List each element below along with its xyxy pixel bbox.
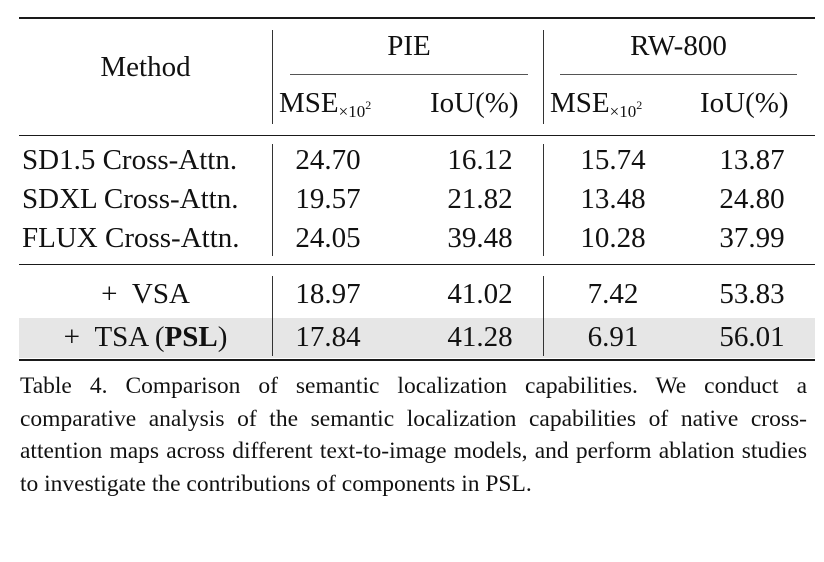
- table-caption: Table 4. Comparison of semantic localiza…: [20, 373, 807, 497]
- cell-rw-iou: 24.80: [719, 183, 785, 215]
- header-pie-iou: IoU(%): [430, 87, 519, 119]
- cell-pie-mse: 17.84: [295, 321, 361, 353]
- cell-pie-mse: 18.97: [295, 278, 361, 310]
- cell-rw-iou: 37.99: [719, 222, 785, 254]
- mid-rule: [19, 264, 815, 266]
- header-rule: [19, 135, 815, 137]
- header-pie-mse: MSE×102: [279, 87, 372, 121]
- bottom-rule: [19, 359, 815, 361]
- vrule-header-2: [543, 30, 545, 124]
- cell-pie-mse: 24.05: [295, 222, 361, 254]
- cell-pie-mse: 24.70: [295, 144, 361, 176]
- header-rw-mse: MSE×102: [550, 87, 643, 121]
- cell-rw-iou: 13.87: [719, 144, 785, 176]
- cell-rw-iou: 53.83: [719, 278, 785, 310]
- cell-pie-iou: 41.02: [447, 278, 513, 310]
- cell-pie-iou: 21.82: [447, 183, 513, 215]
- cell-rw-mse: 15.74: [580, 144, 646, 176]
- row-method: FLUX Cross-Attn.: [22, 222, 240, 254]
- header-method: Method: [100, 51, 191, 83]
- rw-group-rule: [560, 74, 797, 75]
- row-method: + TSA (PSL): [63, 321, 228, 353]
- header-rw-iou: IoU(%): [700, 87, 789, 119]
- header-group-pie: PIE: [387, 30, 431, 62]
- vrule-abl-2: [543, 276, 545, 356]
- row-method: SD1.5 Cross-Attn.: [22, 144, 238, 176]
- vrule-body-2: [543, 144, 545, 256]
- vrule-abl-1: [272, 276, 274, 356]
- header-group-rw800: RW-800: [630, 30, 727, 62]
- cell-pie-mse: 19.57: [295, 183, 361, 215]
- cell-pie-iou: 39.48: [447, 222, 513, 254]
- vrule-header-1: [272, 30, 274, 124]
- cell-pie-iou: 16.12: [447, 144, 513, 176]
- psl-bold: PSL: [164, 321, 218, 353]
- cell-rw-mse: 7.42: [587, 278, 639, 310]
- highlight-row-bg: [19, 318, 815, 358]
- vrule-body-1: [272, 144, 274, 256]
- pie-group-rule: [290, 74, 528, 75]
- cell-rw-iou: 56.01: [719, 321, 785, 353]
- cell-rw-mse: 13.48: [580, 183, 646, 215]
- row-method: + VSA: [101, 278, 190, 310]
- row-method: SDXL Cross-Attn.: [22, 183, 239, 215]
- cell-pie-iou: 41.28: [447, 321, 513, 353]
- cell-rw-mse: 6.91: [587, 321, 639, 353]
- top-rule: [19, 17, 815, 19]
- cell-rw-mse: 10.28: [580, 222, 646, 254]
